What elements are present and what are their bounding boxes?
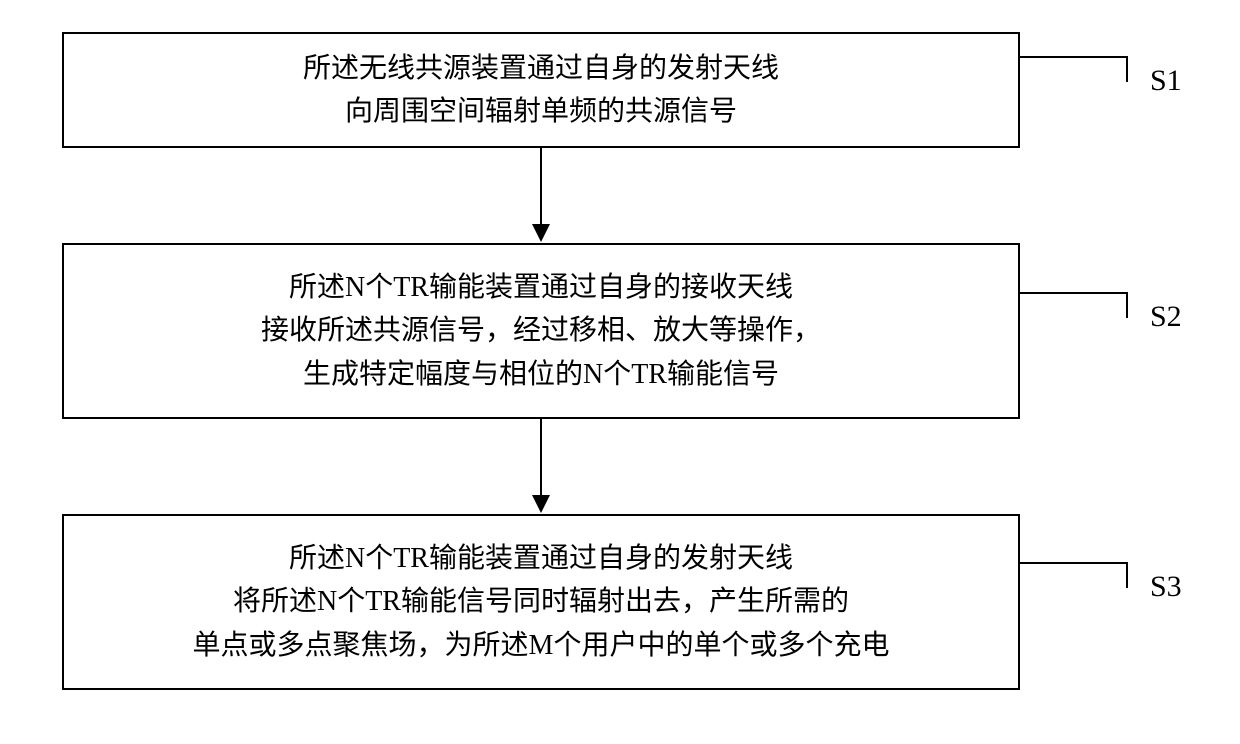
arrow-head xyxy=(532,224,550,242)
step-text-s3: 所述N个TR输能装置通过自身的发射天线 将所述N个TR输能信号同时辐射出去，产生… xyxy=(193,537,890,667)
step-label-s1: S1 xyxy=(1150,64,1182,98)
connector-s1 xyxy=(1020,56,1128,82)
flowchart-canvas: 所述无线共源装置通过自身的发射天线 向周围空间辐射单频的共源信号 S1 所述N个… xyxy=(0,0,1240,744)
arrow-head xyxy=(532,495,550,513)
connector-s2 xyxy=(1020,292,1128,318)
step-box-s1: 所述无线共源装置通过自身的发射天线 向周围空间辐射单频的共源信号 xyxy=(62,32,1020,148)
step-text-s2: 所述N个TR输能装置通过自身的接收天线 接收所述共源信号，经过移相、放大等操作，… xyxy=(261,266,821,396)
step-box-s3: 所述N个TR输能装置通过自身的发射天线 将所述N个TR输能信号同时辐射出去，产生… xyxy=(62,514,1020,690)
arrow-line xyxy=(540,148,542,224)
arrow-line xyxy=(540,419,542,495)
step-text-s1: 所述无线共源装置通过自身的发射天线 向周围空间辐射单频的共源信号 xyxy=(303,47,779,134)
step-label-s2: S2 xyxy=(1150,300,1182,334)
step-box-s2: 所述N个TR输能装置通过自身的接收天线 接收所述共源信号，经过移相、放大等操作，… xyxy=(62,243,1020,419)
step-label-s3: S3 xyxy=(1150,570,1182,604)
connector-s3 xyxy=(1020,562,1128,588)
